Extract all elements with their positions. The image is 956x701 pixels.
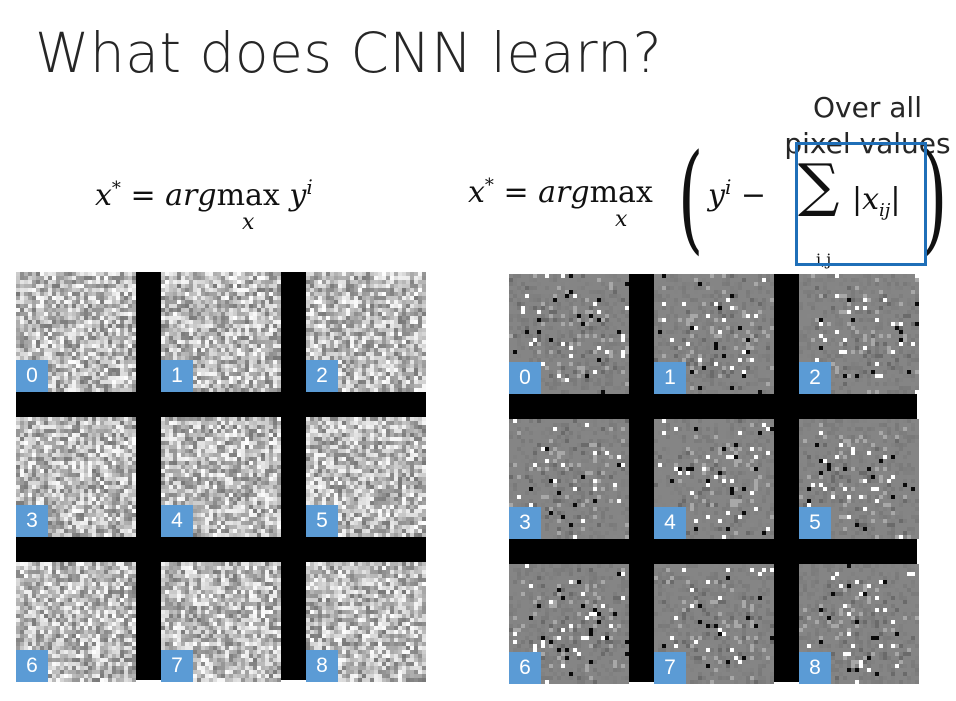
digit-tile-0: 0 — [16, 272, 136, 392]
digit-label-3: 3 — [509, 507, 541, 539]
abs-term: |xij| — [852, 182, 901, 221]
callout-line-1: Over all — [813, 91, 922, 124]
digit-label-5: 5 — [306, 505, 338, 537]
eq-right-x: x — [468, 175, 485, 210]
digit-tile-1: 1 — [161, 272, 281, 392]
digit-tile-7: 7 — [161, 562, 281, 682]
eq-right-sub: x — [615, 207, 628, 232]
digit-tile-3: 3 — [16, 417, 136, 537]
eq-left-argmax: max x — [216, 178, 280, 235]
digit-label-1: 1 — [161, 360, 193, 392]
right-equation: x* = argmax x — [468, 175, 653, 232]
digit-tile-2: 2 — [306, 272, 426, 392]
digit-label-0: 0 — [16, 360, 48, 392]
digit-label-3: 3 — [16, 505, 48, 537]
digit-tile-6: 6 — [16, 562, 136, 682]
digit-label-2: 2 — [799, 362, 831, 394]
eq-right-y-term: yi − — [708, 175, 766, 213]
eq-left-sub: x — [242, 210, 255, 235]
digit-tile-4: 4 — [161, 417, 281, 537]
digit-label-6: 6 — [16, 650, 48, 682]
digit-label-7: 7 — [161, 650, 193, 682]
slide-title: What does CNN learn? — [35, 21, 663, 85]
eq-right-minus: − — [740, 178, 767, 213]
eq-right-sup: i — [724, 175, 732, 199]
digit-label-4: 4 — [654, 507, 686, 539]
abs-x: x — [862, 182, 880, 217]
digit-tile-5: 5 — [306, 417, 426, 537]
digit-label-5: 5 — [799, 507, 831, 539]
eq-right-equals: = — [503, 175, 529, 210]
digit-tile-6: 6 — [509, 564, 629, 684]
digit-label-0: 0 — [509, 362, 541, 394]
digit-label-8: 8 — [306, 650, 338, 682]
digit-tile-1: 1 — [654, 274, 774, 394]
digit-tile-8: 8 — [306, 562, 426, 682]
abs-sub: ij — [879, 200, 891, 221]
eq-left-y: y — [289, 178, 307, 213]
left-equation: x* = argmax x yi — [95, 175, 313, 235]
left-paren: ( — [678, 128, 704, 266]
eq-left-equals: = — [130, 178, 156, 213]
digit-tile-0: 0 — [509, 274, 629, 394]
digit-label-4: 4 — [161, 505, 193, 537]
eq-left-x: x — [95, 178, 112, 213]
digit-tile-7: 7 — [654, 564, 774, 684]
eq-right-argmax: max x — [589, 175, 653, 232]
digit-label-7: 7 — [654, 652, 686, 684]
eq-left-arg: arg — [165, 178, 217, 213]
digit-label-2: 2 — [306, 360, 338, 392]
sum-symbol: ∑ — [798, 151, 840, 219]
digit-label-8: 8 — [799, 652, 831, 684]
sparse-grid: 0 1 2 3 4 5 6 7 8 — [509, 274, 919, 684]
digit-label-6: 6 — [509, 652, 541, 684]
noise-grid: 0 1 2 3 4 5 6 7 8 — [16, 272, 426, 682]
digit-tile-5: 5 — [799, 419, 919, 539]
digit-tile-3: 3 — [509, 419, 629, 539]
eq-right-y: y — [708, 178, 725, 213]
digit-label-1: 1 — [654, 362, 686, 394]
eq-right-arg: arg — [538, 175, 590, 210]
sum-highlight-box — [795, 142, 927, 266]
digit-tile-8: 8 — [799, 564, 919, 684]
digit-tile-2: 2 — [799, 274, 919, 394]
digit-tile-4: 4 — [654, 419, 774, 539]
eq-left-sup: i — [306, 175, 313, 199]
